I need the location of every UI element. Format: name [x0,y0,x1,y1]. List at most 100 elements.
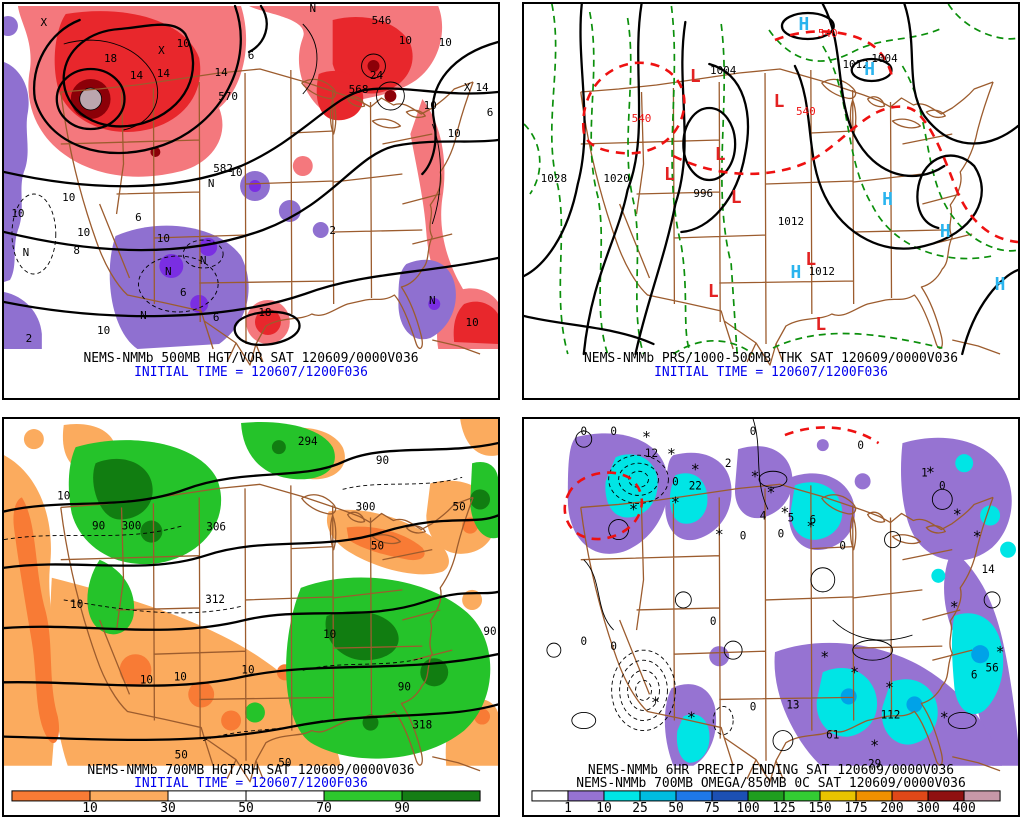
map-label: 10 [77,226,90,239]
map-label: L [708,281,719,302]
map-label: 1 [921,466,928,479]
map-label: 125 [772,801,795,815]
contour-labels: 294 90 300 50 90 300 306 10 10 10 10 10 10 50 50 90 90 31… [57,435,496,770]
map-label: 0 [610,640,617,653]
colorbar-segment [639,790,677,802]
rh-contours [4,476,463,742]
colorbar-segment [531,790,569,802]
colorbar-segment [401,790,481,802]
map-label: 10 [448,127,461,140]
map-label: 6 [810,513,817,526]
map-label: 1004 [710,64,737,77]
map-label: * [870,737,879,755]
map-label: 10 [424,99,437,112]
panel-caption: NEMS-NMMb 700MB HGT/RH SAT 120609/0000V0… [87,763,414,778]
panel-700mb-hgt-rh: 294 90 300 50 90 300 306 10 10 10 10 10 10 50 50 90 90 31… [2,417,500,817]
map-label: 540 [632,112,652,125]
map-label: 29 [868,758,881,771]
map-label: * [767,483,776,501]
map-label: 90 [394,801,410,815]
map-label: * [850,663,859,681]
map-label: 10 [399,34,412,47]
map-label: 18 [104,52,117,65]
colorbar-segment [711,790,749,802]
map-label: 300 [356,500,376,513]
map-label: 50 [175,749,188,762]
map-label: 1012 [842,58,868,71]
540-thickness-line [581,30,1018,244]
map-label: 8 [73,244,80,257]
map-label: * [780,503,789,521]
map-label: 0 [750,700,757,713]
map-label: 14 [475,81,489,94]
map-label: 50 [668,801,684,815]
map-label: 90 [376,454,389,467]
map-label: 10 [439,36,452,49]
panel-initial-time: INITIAL TIME = 120607/1200F036 [654,365,888,380]
map-label: N [165,265,172,278]
colorbar-segment [245,790,325,802]
map-label: H [882,189,893,210]
map-label: 90 [398,680,411,693]
map-label: 568 [349,83,369,96]
map-label: * [806,518,815,536]
map-label: 200 [880,801,903,815]
map-label: H [940,221,951,242]
map-label: 0 [778,528,785,541]
colorbar-segment [11,790,91,802]
map-label: 0 [740,530,747,543]
map-label: 2 [725,457,732,470]
map-label: 10 [82,801,98,815]
panel-500mb-hgt-vor: X X X 18 14 14 10 14 6 570 582 10 546 10 10 24 568 14 10 10… [2,2,500,400]
omega-contours [546,419,1001,752]
map-label: * [687,708,696,726]
0c-line [563,426,880,541]
panel-precip-omega: 12 0 0 0 0 22 2 4 5 6 1 14 0 0 13 61 112 29 56 6 0 0 0 0 0 0 0 * * * *… [522,417,1020,817]
map-label: 300 [122,520,142,533]
map-label: 1004 [871,52,898,65]
map-label: 1028 [541,172,567,185]
map-label: 1 [564,801,572,815]
map-label: 13 [786,698,799,711]
map-label: 56 [986,661,999,674]
map-prs-thickness: 1028 102054054054099610041004101210121012… [524,4,1018,380]
map-label: L [664,164,675,185]
map-label: 175 [844,801,867,815]
map-label: 546 [372,14,392,27]
map-label: 2 [329,224,336,237]
map-label: X [41,16,48,29]
map-label: N [309,4,316,15]
map-label: H [791,262,802,283]
map-label: 50 [371,540,384,553]
map-label: 70 [316,801,332,815]
map-label: 4 [760,509,767,522]
map-label: 2 [26,332,33,345]
map-label: 6 [213,311,220,324]
colorbar-segment [603,790,641,802]
map-label: * [715,526,724,544]
humidity-shading [4,419,498,766]
panel-caption-omega: NEMS-NMMb 700MB OMEGA/850MB 0C SAT 12060… [576,776,966,791]
map-label: 0 [610,425,617,438]
map-label: H [798,14,809,35]
thickness-contours [524,4,1018,355]
map-label: 90 [92,520,105,533]
map-label: * [642,428,651,446]
map-label: * [751,467,760,485]
map-label: 0 [672,475,679,488]
map-label: * [940,708,949,726]
map-label: 570 [218,90,238,103]
map-label: 6 [248,49,255,62]
isobar-contours [524,4,1018,356]
map-label: * [651,693,660,711]
map-label: 75 [704,801,720,815]
map-label: * [996,643,1005,661]
panel-caption: NEMS-NMMb PRS/1000-500MB THK SAT 120609/… [584,351,958,366]
map-label: 14 [130,69,144,82]
map-label: * [885,678,894,696]
map-700mb-hgt-rh: 294 90 300 50 90 300 306 10 10 10 10 10 10 50 50 90 90 31… [4,419,498,815]
map-label: 6 [971,668,978,681]
map-label: 306 [206,521,226,534]
map-label: N [200,254,207,267]
